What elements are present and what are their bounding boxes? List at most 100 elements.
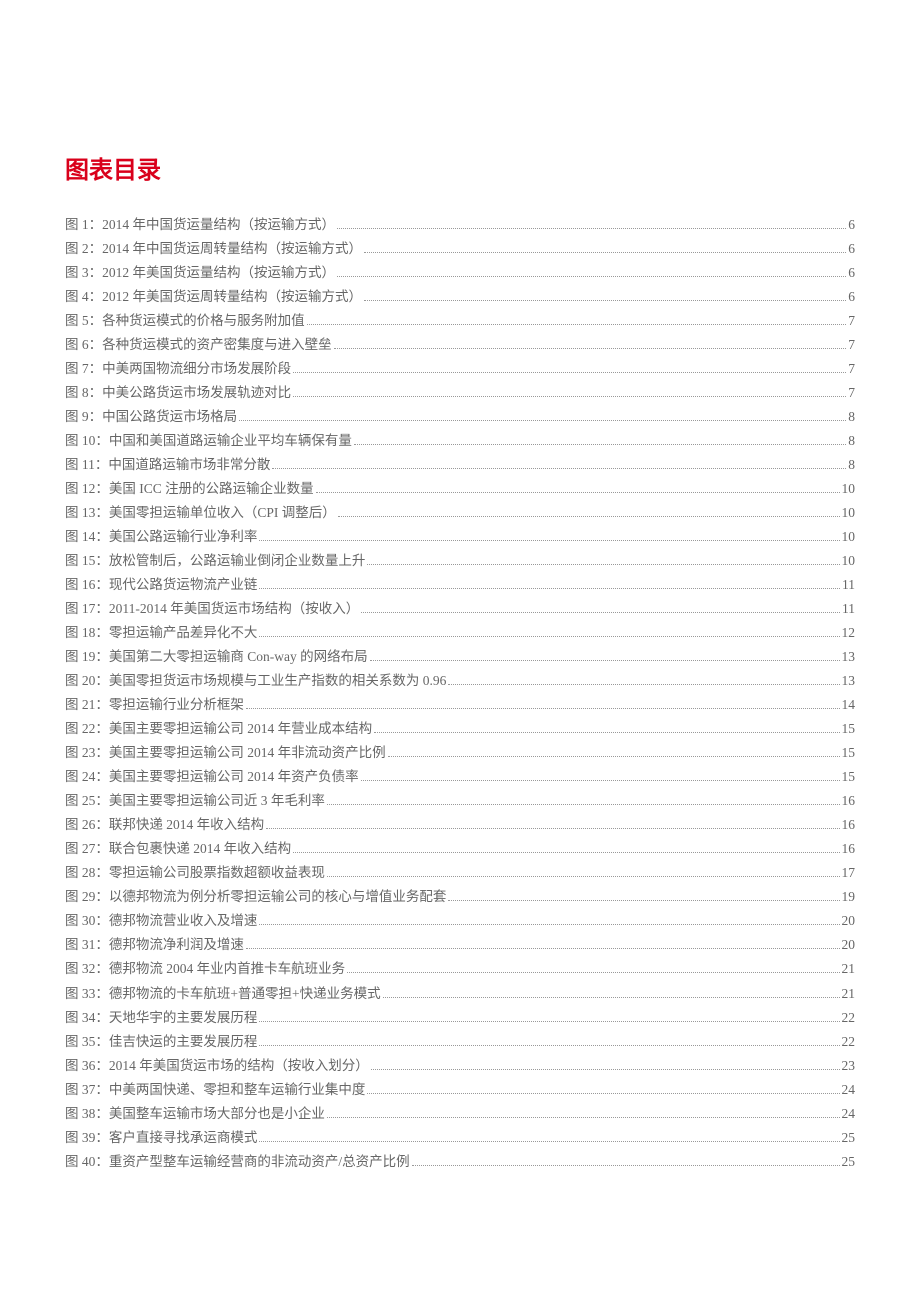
toc-entry[interactable]: 图 15：放松管制后，公路运输业倒闭企业数量上升 10 — [65, 549, 855, 573]
toc-entry[interactable]: 图 23：美国主要零担运输公司 2014 年非流动资产比例 15 — [65, 741, 855, 765]
toc-entry[interactable]: 图 37：中美两国快递、零担和整车运输行业集中度 24 — [65, 1078, 855, 1102]
toc-entry[interactable]: 图 7：中美两国物流细分市场发展阶段 7 — [65, 357, 855, 381]
toc-entry[interactable]: 图 36：2014 年美国货运市场的结构（按收入划分） 23 — [65, 1054, 855, 1078]
toc-leader-dots — [259, 1021, 839, 1022]
toc-entry[interactable]: 图 2：2014 年中国货运周转量结构（按运输方式） 6 — [65, 237, 855, 261]
toc-entry[interactable]: 图 40：重资产型整车运输经营商的非流动资产/总资产比例 25 — [65, 1150, 855, 1174]
toc-entry-label: 图 27：联合包裹快递 2014 年收入结构 — [65, 837, 291, 861]
toc-leader-dots — [354, 444, 846, 445]
toc-entry[interactable]: 图 3：2012 年美国货运量结构（按运输方式） 6 — [65, 261, 855, 285]
toc-entry[interactable]: 图 39：客户直接寻找承运商模式 25 — [65, 1126, 855, 1150]
toc-entry-label: 图 26：联邦快递 2014 年收入结构 — [65, 813, 264, 837]
toc-entry-label: 图 12：美国 ICC 注册的公路运输企业数量 — [65, 477, 314, 501]
toc-entry[interactable]: 图 10：中国和美国道路运输企业平均车辆保有量 8 — [65, 429, 855, 453]
toc-entry-label: 图 24：美国主要零担运输公司 2014 年资产负债率 — [65, 765, 359, 789]
toc-entry-page: 11 — [842, 597, 855, 621]
toc-leader-dots — [246, 708, 840, 709]
toc-leader-dots — [259, 636, 839, 637]
toc-leader-dots — [259, 1141, 839, 1142]
toc-entry[interactable]: 图 33：德邦物流的卡车航班+普通零担+快递业务模式 21 — [65, 982, 855, 1006]
toc-entry[interactable]: 图 31：德邦物流净利润及增速 20 — [65, 933, 855, 957]
toc-entry[interactable]: 图 6：各种货运模式的资产密集度与进入壁垒 7 — [65, 333, 855, 357]
toc-entry[interactable]: 图 22：美国主要零担运输公司 2014 年营业成本结构 15 — [65, 717, 855, 741]
toc-entry[interactable]: 图 16：现代公路货运物流产业链 11 — [65, 573, 855, 597]
toc-entry[interactable]: 图 19：美国第二大零担运输商 Con-way 的网络布局 13 — [65, 645, 855, 669]
toc-entry-label: 图 38：美国整车运输市场大部分也是小企业 — [65, 1102, 325, 1126]
toc-entry-label: 图 32：德邦物流 2004 年业内首推卡车航班业务 — [65, 957, 345, 981]
toc-leader-dots — [246, 948, 840, 949]
toc-entry[interactable]: 图 12：美国 ICC 注册的公路运输企业数量 10 — [65, 477, 855, 501]
toc-entry-page: 6 — [848, 237, 855, 261]
toc-entry-label: 图 29：以德邦物流为例分析零担运输公司的核心与增值业务配套 — [65, 885, 446, 909]
toc-entry-page: 14 — [842, 693, 856, 717]
toc-entry[interactable]: 图 30：德邦物流营业收入及增速 20 — [65, 909, 855, 933]
toc-entry-page: 8 — [848, 453, 855, 477]
toc-entry-label: 图 28：零担运输公司股票指数超额收益表现 — [65, 861, 325, 885]
toc-leader-dots — [337, 276, 846, 277]
toc-entry[interactable]: 图 28：零担运输公司股票指数超额收益表现 17 — [65, 861, 855, 885]
toc-entry-page: 22 — [842, 1030, 856, 1054]
toc-leader-dots — [448, 900, 839, 901]
toc-entry-page: 22 — [842, 1006, 856, 1030]
toc-entry[interactable]: 图 9：中国公路货运市场格局 8 — [65, 405, 855, 429]
toc-leader-dots — [293, 372, 846, 373]
toc-entry-page: 10 — [842, 549, 856, 573]
toc-entry-page: 6 — [848, 261, 855, 285]
toc-leader-dots — [361, 612, 840, 613]
toc-entry-page: 16 — [842, 813, 856, 837]
toc-leader-dots — [388, 756, 840, 757]
toc-entry[interactable]: 图 27：联合包裹快递 2014 年收入结构 16 — [65, 837, 855, 861]
toc-entry-label: 图 34：天地华宇的主要发展历程 — [65, 1006, 257, 1030]
toc-entry-page: 12 — [842, 621, 856, 645]
toc-leader-dots — [364, 300, 846, 301]
toc-entry[interactable]: 图 11：中国道路运输市场非常分散 8 — [65, 453, 855, 477]
toc-leader-dots — [293, 396, 846, 397]
toc-entry-label: 图 40：重资产型整车运输经营商的非流动资产/总资产比例 — [65, 1150, 410, 1174]
toc-leader-dots — [364, 252, 846, 253]
toc-entry-page: 17 — [842, 861, 856, 885]
toc-entry[interactable]: 图 13：美国零担运输单位收入（CPI 调整后） 10 — [65, 501, 855, 525]
toc-entry[interactable]: 图 1：2014 年中国货运量结构（按运输方式） 6 — [65, 213, 855, 237]
toc-entry[interactable]: 图 38：美国整车运输市场大部分也是小企业 24 — [65, 1102, 855, 1126]
toc-entry-label: 图 5：各种货运模式的价格与服务附加值 — [65, 309, 305, 333]
toc-entry-label: 图 13：美国零担运输单位收入（CPI 调整后） — [65, 501, 336, 525]
toc-entry[interactable]: 图 18：零担运输产品差异化不大 12 — [65, 621, 855, 645]
toc-leader-dots — [259, 588, 840, 589]
toc-entry-page: 23 — [842, 1054, 856, 1078]
toc-entry[interactable]: 图 21：零担运输行业分析框架 14 — [65, 693, 855, 717]
toc-entry[interactable]: 图 34：天地华宇的主要发展历程 22 — [65, 1006, 855, 1030]
toc-entry[interactable]: 图 24：美国主要零担运输公司 2014 年资产负债率 15 — [65, 765, 855, 789]
toc-leader-dots — [334, 348, 847, 349]
toc-leader-dots — [370, 660, 840, 661]
toc-entry-page: 10 — [842, 477, 856, 501]
toc-entry[interactable]: 图 17：2011-2014 年美国货运市场结构（按收入） 11 — [65, 597, 855, 621]
toc-entry-page: 19 — [842, 885, 856, 909]
toc-entry[interactable]: 图 29：以德邦物流为例分析零担运输公司的核心与增值业务配套 19 — [65, 885, 855, 909]
toc-leader-dots — [307, 324, 847, 325]
toc-entry-label: 图 18：零担运输产品差异化不大 — [65, 621, 257, 645]
toc-leader-dots — [383, 997, 840, 998]
toc-leader-dots — [374, 732, 839, 733]
toc-entry[interactable]: 图 35：佳吉快运的主要发展历程 22 — [65, 1030, 855, 1054]
toc-leader-dots — [327, 1117, 840, 1118]
toc-entry-page: 7 — [848, 309, 855, 333]
toc-entry[interactable]: 图 5：各种货运模式的价格与服务附加值 7 — [65, 309, 855, 333]
toc-leader-dots — [412, 1165, 840, 1166]
toc-list: 图 1：2014 年中国货运量结构（按运输方式） 6图 2：2014 年中国货运… — [65, 213, 855, 1174]
toc-entry-page: 21 — [842, 957, 856, 981]
toc-entry-label: 图 39：客户直接寻找承运商模式 — [65, 1126, 257, 1150]
toc-entry-page: 10 — [842, 525, 856, 549]
toc-entry-page: 6 — [848, 213, 855, 237]
toc-entry[interactable]: 图 20：美国零担货运市场规模与工业生产指数的相关系数为 0.96 13 — [65, 669, 855, 693]
toc-entry-page: 16 — [842, 789, 856, 813]
toc-entry-page: 20 — [842, 933, 856, 957]
toc-entry[interactable]: 图 32：德邦物流 2004 年业内首推卡车航班业务 21 — [65, 957, 855, 981]
toc-entry[interactable]: 图 26：联邦快递 2014 年收入结构 16 — [65, 813, 855, 837]
toc-entry-page: 25 — [842, 1126, 856, 1150]
toc-leader-dots — [337, 228, 846, 229]
toc-entry[interactable]: 图 14：美国公路运输行业净利率 10 — [65, 525, 855, 549]
toc-entry[interactable]: 图 8：中美公路货运市场发展轨迹对比 7 — [65, 381, 855, 405]
toc-entry[interactable]: 图 4：2012 年美国货运周转量结构（按运输方式） 6 — [65, 285, 855, 309]
toc-entry-label: 图 15：放松管制后，公路运输业倒闭企业数量上升 — [65, 549, 365, 573]
toc-entry[interactable]: 图 25：美国主要零担运输公司近 3 年毛利率 16 — [65, 789, 855, 813]
